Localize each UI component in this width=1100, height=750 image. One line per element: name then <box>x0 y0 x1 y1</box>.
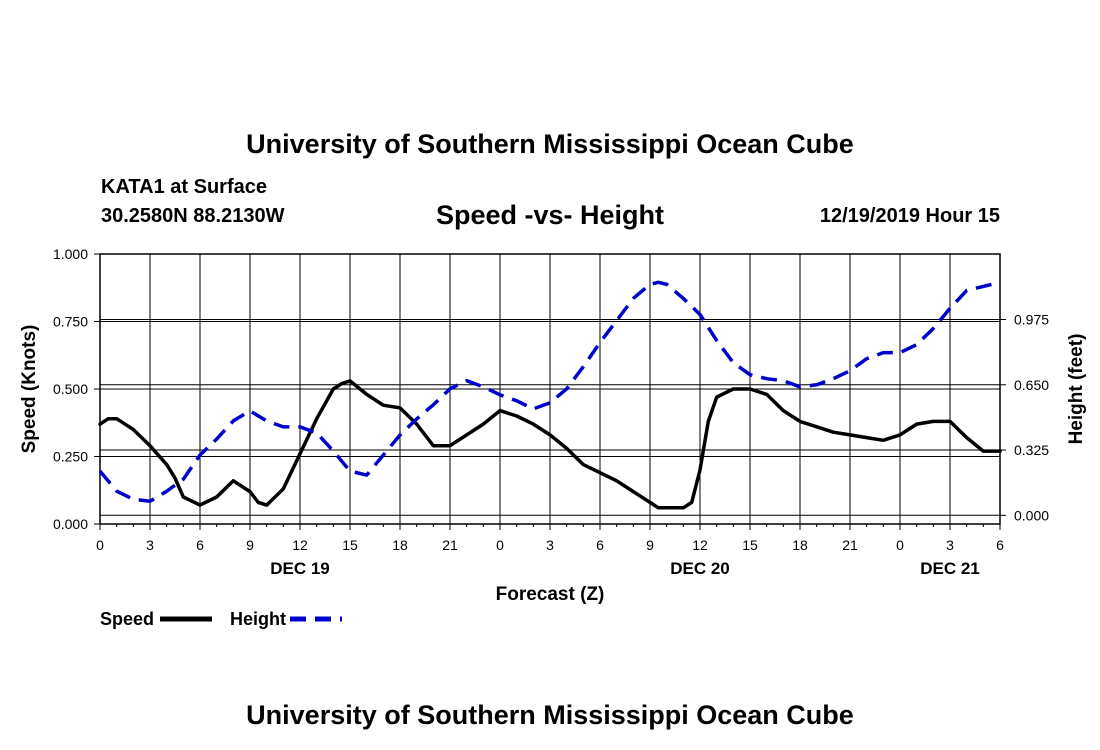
y-tick-label-left: 0.250 <box>53 449 88 465</box>
legend-label-speed: Speed <box>100 609 154 629</box>
y-tick-label-left: 0.500 <box>53 381 88 397</box>
x-tick-label: 0 <box>896 537 904 553</box>
x-tick-label: 18 <box>792 537 808 553</box>
valid-time: 12/19/2019 Hour 15 <box>819 205 1000 227</box>
x-tick-label: 18 <box>392 537 408 553</box>
legend-label-height: Height <box>230 609 286 629</box>
y-tick-label-left: 0.000 <box>53 516 88 532</box>
x-tick-label: 21 <box>842 537 858 553</box>
plot-frame <box>99 253 1001 525</box>
page-title: University of Southern Mississippi Ocean… <box>246 129 854 159</box>
y-tick-label-right: 0.000 <box>1014 507 1049 523</box>
x-tick-label: 0 <box>496 537 504 553</box>
x-tick-label: 6 <box>596 537 604 553</box>
x-tick-label: 21 <box>442 537 458 553</box>
y-tick-label-right: 0.975 <box>1014 311 1049 327</box>
day-label: DEC 19 <box>270 559 330 578</box>
y-axis-title-left: Speed (Knots) <box>19 325 40 454</box>
x-axis-title: Forecast (Z) <box>496 584 605 605</box>
x-tick-label: 3 <box>946 537 954 553</box>
x-tick-label: 6 <box>196 537 204 553</box>
x-tick-label: 3 <box>546 537 554 553</box>
x-tick-label: 9 <box>246 537 254 553</box>
station-label: KATA1 at Surface <box>101 176 267 198</box>
y-tick-label-right: 0.325 <box>1014 442 1049 458</box>
x-tick-label: 6 <box>996 537 1004 553</box>
station-coords: 30.2580N 88.2130W <box>101 205 285 227</box>
x-tick-label: 15 <box>342 537 358 553</box>
y-tick-label-left: 1.000 <box>53 246 88 262</box>
x-tick-label: 0 <box>96 537 104 553</box>
x-tick-label: 12 <box>292 537 308 553</box>
x-tick-label: 12 <box>692 537 708 553</box>
series-line-height <box>98 280 1001 503</box>
plot-title: Speed -vs- Height <box>435 200 665 230</box>
x-tick-label: 9 <box>646 537 654 553</box>
x-tick-label: 3 <box>146 537 154 553</box>
y-tick-label-right: 0.650 <box>1014 377 1049 393</box>
y-tick-label-left: 0.750 <box>53 314 88 330</box>
day-label: DEC 20 <box>670 559 730 578</box>
x-tick-label: 15 <box>742 537 758 553</box>
footer-title: University of Southern Mississippi Ocean… <box>246 700 854 730</box>
y-axis-title-right: Height (feet) <box>1066 334 1087 445</box>
series-line-speed <box>98 379 1002 510</box>
day-label: DEC 21 <box>920 559 980 578</box>
